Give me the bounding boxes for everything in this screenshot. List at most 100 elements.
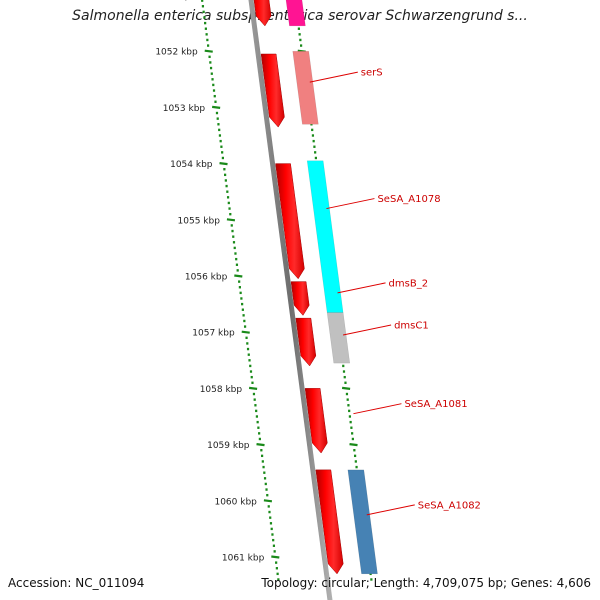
ruler-minor-tick	[256, 420, 259, 424]
ruler-minor-tick	[254, 404, 257, 407]
ruler-minor-tick	[212, 89, 216, 92]
ruler-minor-tick	[299, 38, 302, 42]
ruler-minor-tick	[273, 550, 276, 553]
ruler-minor-tick	[345, 392, 349, 396]
ruler-minor-tick	[253, 398, 256, 401]
cds-arrow	[275, 163, 305, 280]
ruler-minor-tick	[268, 510, 271, 514]
ruler-major-tick	[219, 162, 228, 166]
ruler-major-tick	[271, 555, 280, 559]
ruler-tick-label: 1060 kbp	[214, 497, 257, 507]
cds-track	[253, 0, 344, 575]
ruler-minor-tick	[243, 319, 246, 323]
ruler-tick-label: 1061 kbp	[222, 554, 265, 564]
ruler-minor-tick	[226, 196, 230, 199]
cds-arrow	[304, 388, 328, 454]
ruler-minor-tick	[221, 151, 224, 154]
ruler-minor-tick	[220, 145, 223, 148]
ruler-minor-tick	[213, 94, 216, 98]
ruler-minor-tick	[232, 235, 235, 238]
cds-arrow	[315, 469, 344, 575]
accession-text: Accession: NC_011094	[8, 576, 145, 590]
ruler-minor-tick	[218, 134, 222, 137]
ruler-major-tick	[256, 443, 265, 447]
ruler-minor-tick	[210, 72, 213, 75]
feature-block	[306, 160, 344, 313]
ruler-minor-tick	[216, 117, 219, 120]
genome-summary-text: Topology: circular; Length: 4,709,075 bp…	[261, 576, 591, 590]
ruler-minor-tick	[204, 21, 207, 25]
ruler-minor-tick	[203, 16, 206, 19]
ruler-minor-tick	[257, 426, 260, 429]
ruler-minor-tick	[217, 123, 220, 126]
ruler-minor-tick	[314, 156, 317, 160]
ruler-major-tick	[234, 274, 243, 278]
ruler-minor-tick	[242, 314, 245, 317]
ruler-minor-tick	[342, 364, 345, 368]
ruler-minor-tick	[351, 432, 354, 435]
ruler-minor-tick	[209, 66, 213, 70]
ruler-minor-tick	[211, 78, 214, 81]
ruler-minor-tick	[348, 409, 351, 413]
ruler-minor-tick	[218, 128, 221, 132]
ruler-minor-tick	[261, 460, 264, 463]
backbone-line	[248, 0, 333, 600]
ruler-minor-tick	[249, 370, 253, 373]
ruler-major-tick	[204, 49, 213, 53]
ruler-minor-tick	[262, 465, 265, 469]
ruler-minor-tick	[353, 454, 357, 458]
ruler-minor-tick	[348, 415, 352, 418]
ruler-minor-tick	[204, 27, 207, 30]
ruler-minor-tick	[208, 55, 211, 59]
ruler-minor-tick	[275, 567, 278, 570]
cds-arrow	[290, 281, 310, 316]
cds-arrow	[260, 53, 285, 128]
ruler-minor-tick	[353, 449, 356, 452]
ruler-minor-tick	[247, 353, 250, 356]
feature-track	[285, 0, 378, 575]
ruler-minor-tick	[275, 561, 278, 564]
ruler-minor-tick	[255, 415, 259, 418]
ruler-minor-tick	[215, 111, 219, 115]
ruler-major-tick	[226, 218, 236, 222]
ruler-minor-tick	[231, 229, 234, 233]
ruler-tick-label: 1059 kbp	[207, 441, 250, 451]
cds-arrow	[253, 0, 272, 27]
ruler-minor-tick	[227, 201, 230, 205]
ruler-minor-tick	[229, 212, 232, 216]
ruler-minor-tick	[269, 516, 272, 519]
ruler-minor-tick	[233, 246, 236, 250]
cds-arrow	[295, 317, 317, 367]
ruler-minor-tick	[251, 381, 254, 384]
ruler-minor-tick	[260, 454, 264, 458]
ruler-tick-label: 1053 kbp	[163, 104, 206, 114]
ruler-minor-tick	[241, 308, 244, 311]
ruler-minor-tick	[225, 184, 228, 188]
ruler-minor-tick	[241, 302, 244, 306]
ruler-minor-tick	[239, 291, 242, 295]
ruler-minor-tick	[248, 359, 251, 362]
ruler-minor-tick	[269, 522, 273, 525]
gene-label-leader	[366, 504, 415, 516]
ruler-minor-tick	[297, 27, 300, 30]
ruler-tick-label: 1051 kbp	[148, 0, 191, 2]
ruler-minor-tick	[272, 538, 275, 542]
ruler-minor-tick	[214, 100, 217, 103]
ruler-major-tick	[341, 386, 351, 390]
ruler-minor-tick	[263, 471, 266, 474]
ruler-minor-tick	[311, 134, 315, 137]
ruler-minor-tick	[235, 263, 239, 266]
ruler-minor-tick	[236, 269, 239, 272]
gene-label: serS	[361, 68, 383, 79]
ruler-minor-tick	[202, 10, 205, 14]
gene-label-leader	[337, 282, 386, 294]
feature-block	[347, 469, 378, 575]
ruler-minor-tick	[260, 449, 263, 452]
ruler-minor-tick	[209, 61, 212, 64]
ruler-minor-tick	[223, 168, 226, 171]
ruler-tick-label: 1052 kbp	[155, 48, 198, 58]
ruler-minor-tick	[344, 381, 347, 384]
ruler-minor-tick	[313, 145, 316, 148]
ruler-minor-tick	[224, 173, 227, 177]
